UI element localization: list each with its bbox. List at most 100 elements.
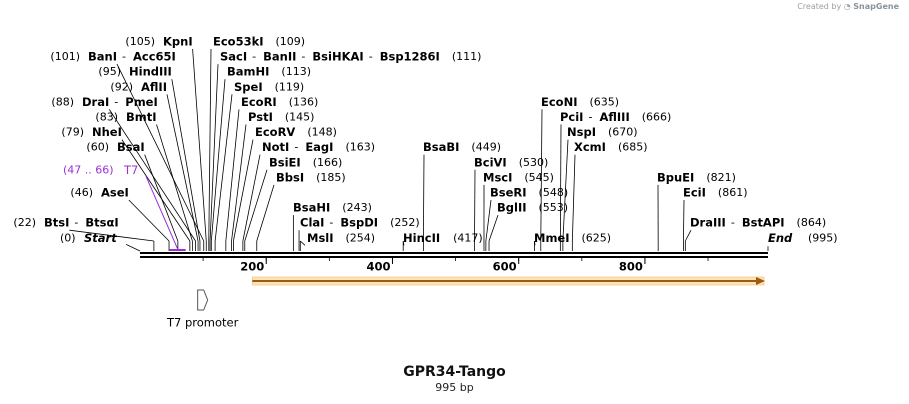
site-leader-line	[540, 109, 543, 242]
site-position: (22)	[13, 216, 36, 229]
site-label-draiii: DraIII	[690, 216, 726, 230]
site-position: (864)	[797, 216, 827, 229]
site-position: (101)	[50, 50, 80, 63]
site-leader-line	[256, 184, 275, 242]
site-position: (92)	[110, 80, 133, 93]
site-leader-line	[683, 199, 685, 242]
site-position: (548)	[539, 186, 569, 199]
site-label-msci: MscI	[483, 170, 512, 184]
site-label-bcivi: BciVI	[474, 155, 507, 169]
site-leader-line	[300, 240, 306, 246]
site-label-noti: NotI	[262, 140, 289, 154]
site-position: (625)	[582, 231, 612, 244]
site-label-eco53ki: Eco53kI	[213, 35, 264, 49]
site-label-bsahi: BsaHI	[293, 201, 330, 215]
site-position: (111)	[452, 50, 482, 63]
site-label-hincii: HincII	[403, 231, 440, 245]
site-position: (670)	[608, 126, 638, 139]
snapgene-logo-icon: ◔	[843, 2, 851, 11]
site-leader-line	[156, 124, 193, 242]
site-position: (83)	[95, 111, 118, 124]
promoter-feature-arrow	[197, 289, 209, 311]
site-separator: -	[301, 50, 305, 63]
end-label: End	[768, 231, 793, 245]
site-leader-line	[144, 154, 179, 242]
site-label-ecii: EciI	[683, 186, 706, 200]
site-label-banii: BanII	[263, 50, 296, 64]
site-label-psti: PstI	[248, 110, 273, 124]
site-position: (185)	[316, 171, 346, 184]
site-label-bmti: BmtI	[126, 110, 157, 124]
site-label-kpni: KpnI	[163, 35, 193, 49]
site-separator: -	[731, 216, 735, 229]
site-label-clai: ClaI	[300, 216, 324, 230]
site-leader-line	[171, 79, 201, 242]
site-label-ecori: EcoRI	[241, 95, 277, 109]
site-label-acc65i: Acc65I	[133, 50, 176, 64]
created-by-text: Created by	[797, 2, 842, 11]
site-position: (530)	[519, 156, 549, 169]
site-label-bsabi: BsaBI	[423, 140, 459, 154]
site-leader-line	[116, 63, 205, 242]
site-position: (163)	[345, 141, 375, 154]
site-label-pcii: PciI	[560, 110, 583, 124]
site-separator: -	[114, 95, 118, 108]
site-leader-line	[128, 199, 170, 242]
plasmid-name: GPR34-Tango	[403, 364, 506, 380]
site-leader-line	[166, 94, 199, 242]
site-leader-line	[242, 154, 261, 242]
site-leader-line	[225, 109, 240, 242]
site-position: (553)	[539, 201, 569, 214]
site-label-mmei: MmeI	[534, 231, 570, 245]
site-position: (113)	[281, 65, 311, 78]
site-label-eagi: EagI	[305, 140, 333, 154]
site-label-saci: SacI	[220, 50, 247, 64]
site-label-bglii: BglII	[497, 201, 527, 215]
site-leader-line	[69, 229, 154, 242]
site-label-msli: MslI	[307, 231, 334, 245]
site-label-bbsi: BbsI	[276, 170, 304, 184]
site-label-bsp1286i: Bsp1286I	[380, 50, 440, 64]
site-label-bstapi: BstAPI	[742, 216, 785, 230]
site-label-nspi: NspI	[567, 125, 596, 139]
site-position: (449)	[471, 141, 501, 154]
site-leader-line	[209, 64, 219, 242]
site-label-btsαi: BtsαI	[85, 216, 118, 230]
start-label: Start	[84, 231, 117, 245]
site-leader-line	[485, 199, 492, 242]
start-leader-line	[125, 243, 141, 252]
site-position: (666)	[642, 111, 672, 124]
site-label-bsiei: BsiEI	[269, 155, 301, 169]
site-label-nhei: NheI	[92, 125, 122, 139]
axis-tick-label: 400	[366, 260, 390, 274]
site-position: (88)	[51, 95, 74, 108]
site-position: (79)	[61, 126, 84, 139]
site-leader-line	[231, 124, 247, 242]
site-label-bamhi: BamHI	[227, 65, 269, 79]
site-separator: -	[252, 50, 256, 63]
site-position: (635)	[589, 95, 619, 108]
site-label-econi: EcoNI	[541, 95, 577, 109]
site-separator: -	[294, 141, 298, 154]
promoter-feature-label: T7 promoter	[166, 316, 239, 330]
cds-feature-arrowhead	[756, 277, 765, 285]
site-position: (417)	[453, 231, 483, 244]
site-position: (109)	[276, 35, 306, 48]
site-position: (252)	[390, 216, 420, 229]
site-label-bspdi: BspDI	[340, 216, 378, 230]
site-label-bani: BanI	[88, 50, 117, 64]
site-position: (861)	[718, 186, 748, 199]
site-position: (95)	[98, 65, 121, 78]
plasmid-length: 995 bp	[435, 381, 474, 394]
site-label-drai: DraI	[82, 95, 109, 109]
site-position: (136)	[289, 95, 319, 108]
site-label-bsai: BsaI	[117, 140, 145, 154]
start-position: (0)	[60, 231, 76, 244]
site-position: (243)	[342, 201, 372, 214]
site-position: (254)	[346, 231, 376, 244]
site-label-pmei: PmeI	[125, 95, 158, 109]
site-position: (105)	[125, 35, 155, 48]
site-position: (60)	[86, 141, 109, 154]
site-leader-line	[488, 214, 499, 242]
